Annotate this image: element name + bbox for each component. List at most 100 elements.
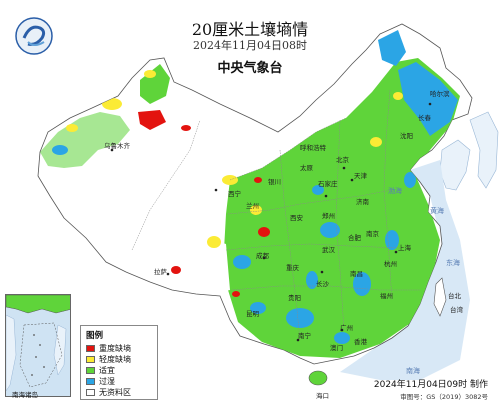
patch-light-dry-1 <box>102 98 122 110</box>
label-fuzhou: 福州 <box>380 292 393 300</box>
sea-area <box>340 160 470 380</box>
patch-light-dry-4 <box>250 205 262 215</box>
legend-swatch <box>86 345 95 352</box>
cma-logo-icon <box>15 17 53 55</box>
label-tianjin: 天津 <box>354 172 367 180</box>
patch-light-dry-6 <box>393 92 403 100</box>
label-shenyang: 沈阳 <box>400 132 413 140</box>
legend-item-severe-drought: 重度缺墒 <box>86 343 152 354</box>
label-wulumuqi: 乌鲁木齐 <box>104 142 130 150</box>
province-boundaries <box>131 89 420 341</box>
patch-wet-5 <box>385 230 399 250</box>
neighbor-land-japan <box>469 111 499 189</box>
neighbor-land-korea <box>439 139 471 191</box>
map-approval-number: 审图号：GS（2019）3082号 <box>400 393 488 401</box>
label-changsha: 长沙 <box>316 280 329 288</box>
patch-light-dry-7 <box>66 124 78 132</box>
patch-severe-dry-6 <box>254 177 262 183</box>
patch-wet-4 <box>334 332 350 344</box>
region-wet-north-tip <box>378 30 406 66</box>
legend-swatch <box>86 389 95 396</box>
legend-item-no-data: 无资料区 <box>86 387 152 398</box>
legend-label: 适宜 <box>99 366 115 375</box>
taiwan-island <box>433 277 447 317</box>
label-shijiazhuang: 石家庄 <box>318 180 338 188</box>
label-nanjing: 南京 <box>366 230 379 238</box>
legend-item-suitable: 适宜 <box>86 365 152 376</box>
map-title: 20厘米土壤墒情 <box>191 20 309 39</box>
label-lasa: 拉萨 <box>154 268 167 276</box>
label-kunming: 昆明 <box>246 310 259 318</box>
label-xianggang: 香港 <box>354 338 367 346</box>
patch-severe-dry-5 <box>232 291 240 297</box>
hainan-island <box>308 370 328 386</box>
moisture-layer <box>40 30 460 358</box>
city-dots <box>110 102 432 342</box>
label-zhengzhou: 郑州 <box>322 212 335 220</box>
map-legend: 图例 重度缺墒 轻度缺墒 适宜 过湿 无资料区 <box>80 325 158 400</box>
legend-label: 重度缺墒 <box>99 344 131 353</box>
patch-wet-xj <box>52 145 68 155</box>
patch-severe-dry-3 <box>258 227 270 237</box>
inset-label: 南海诸岛 <box>12 391 38 399</box>
label-hefei: 合肥 <box>348 234 361 242</box>
legend-label: 过湿 <box>99 377 115 386</box>
legend-swatch <box>86 378 95 385</box>
label-xining: 西宁 <box>228 190 241 198</box>
patch-severe-dry-1 <box>138 110 166 130</box>
label-guiyang: 贵阳 <box>288 294 301 302</box>
patch-wet-3 <box>286 308 314 328</box>
label-huhehaote: 呼和浩特 <box>300 144 326 152</box>
label-bohai: 渤海 <box>388 187 402 195</box>
label-yinchuan: 银川 <box>268 178 281 186</box>
patch-wet-6 <box>250 302 266 314</box>
inset-map <box>6 295 70 392</box>
patch-wet-9 <box>312 185 324 195</box>
label-nanchang: 南昌 <box>350 270 363 278</box>
legend-label: 轻度缺墒 <box>99 355 131 364</box>
issuer-name: 中央气象台 <box>217 61 283 76</box>
region-wet-northeast <box>398 62 458 136</box>
region-suitable-east <box>224 58 460 358</box>
label-chengdu: 成都 <box>256 252 269 260</box>
label-wuhan: 武汉 <box>322 246 335 254</box>
south-china-sea-inset <box>5 294 71 397</box>
made-time: 2024年11月04日09时 制作 <box>373 380 488 390</box>
map-datetime: 2024年11月04日08时 <box>193 39 307 52</box>
legend-title: 图例 <box>86 331 104 341</box>
patch-severe-dry-4 <box>171 266 181 274</box>
label-hangzhou: 杭州 <box>384 260 397 268</box>
region-no-data-tibet <box>132 236 230 294</box>
label-lanzhou: 兰州 <box>246 202 259 210</box>
patch-wet-1 <box>320 222 340 238</box>
label-donghai: 东海 <box>446 259 460 267</box>
patch-wet-8 <box>404 172 416 188</box>
label-aomen: 澳门 <box>330 344 343 352</box>
label-taiyuan: 太原 <box>300 164 313 172</box>
legend-item-wet: 过湿 <box>86 376 152 387</box>
legend-item-light-drought: 轻度缺墒 <box>86 354 152 365</box>
patch-wet-2 <box>353 272 371 296</box>
patch-light-dry-3 <box>207 236 221 248</box>
label-shanghai: 上海 <box>398 244 411 252</box>
legend-swatch <box>86 356 95 363</box>
label-taibei: 台北 <box>448 292 461 300</box>
label-huanghai: 黄海 <box>430 207 444 215</box>
label-taiwan: 台湾 <box>450 306 463 314</box>
label-haerbin: 哈尔滨 <box>430 90 450 98</box>
patch-severe-dry-2 <box>181 125 191 131</box>
label-haikou: 海口 <box>316 392 329 400</box>
legend-label: 无资料区 <box>99 388 131 397</box>
label-beijing: 北京 <box>336 156 349 164</box>
label-nanhai: 南海 <box>406 367 420 375</box>
label-nanning: 南宁 <box>298 332 311 340</box>
label-chongqing: 重庆 <box>286 264 299 272</box>
patch-wet-10 <box>306 271 318 289</box>
legend-swatch <box>86 367 95 374</box>
patch-light-dry-5 <box>370 137 382 147</box>
label-guangzhou: 广州 <box>340 324 353 332</box>
patch-light-dry-2 <box>144 70 156 78</box>
label-changchun: 长春 <box>418 114 431 122</box>
label-jinan: 济南 <box>356 198 369 206</box>
